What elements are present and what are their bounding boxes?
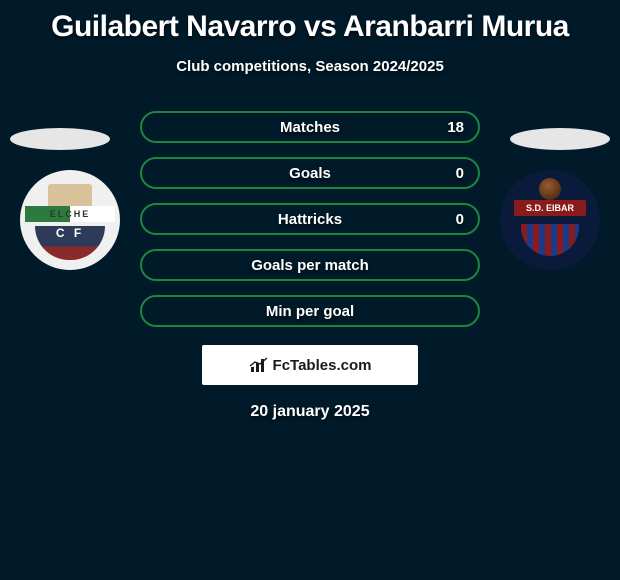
date-text: 20 january 2025	[0, 403, 620, 421]
player-base-left	[10, 128, 110, 150]
stat-row-goals: Goals 0	[140, 157, 480, 189]
stat-label: Min per goal	[266, 303, 354, 320]
stat-row-goals-per-match: Goals per match	[140, 249, 480, 281]
chart-icon	[249, 357, 269, 373]
stat-row-hattricks: Hattricks 0	[140, 203, 480, 235]
stat-value: 0	[456, 211, 464, 228]
stat-label: Hattricks	[278, 211, 342, 228]
stat-value: 0	[456, 165, 464, 182]
stat-row-min-per-goal: Min per goal	[140, 295, 480, 327]
club-crest-right: S.D. EIBAR	[500, 170, 600, 270]
crest-castle	[48, 184, 92, 206]
brand-box: FcTables.com	[202, 345, 418, 385]
stat-label: Goals	[289, 165, 331, 182]
stat-label: Goals per match	[251, 257, 369, 274]
player-base-right	[510, 128, 610, 150]
crest-ball	[539, 178, 561, 200]
crest-stripes	[521, 224, 579, 256]
stat-row-matches: Matches 18	[140, 111, 480, 143]
stat-label: Matches	[280, 119, 340, 136]
crest-band-text: S.D. EIBAR	[514, 200, 586, 216]
brand-text: FcTables.com	[273, 357, 372, 374]
crest-cf: C F	[56, 226, 84, 240]
crest-band-text: ELCHE	[25, 206, 115, 222]
stat-value: 18	[447, 119, 464, 136]
page-title: Guilabert Navarro vs Aranbarri Murua	[0, 0, 620, 44]
subtitle: Club competitions, Season 2024/2025	[0, 58, 620, 75]
club-crest-left: ELCHE C F	[20, 170, 120, 270]
